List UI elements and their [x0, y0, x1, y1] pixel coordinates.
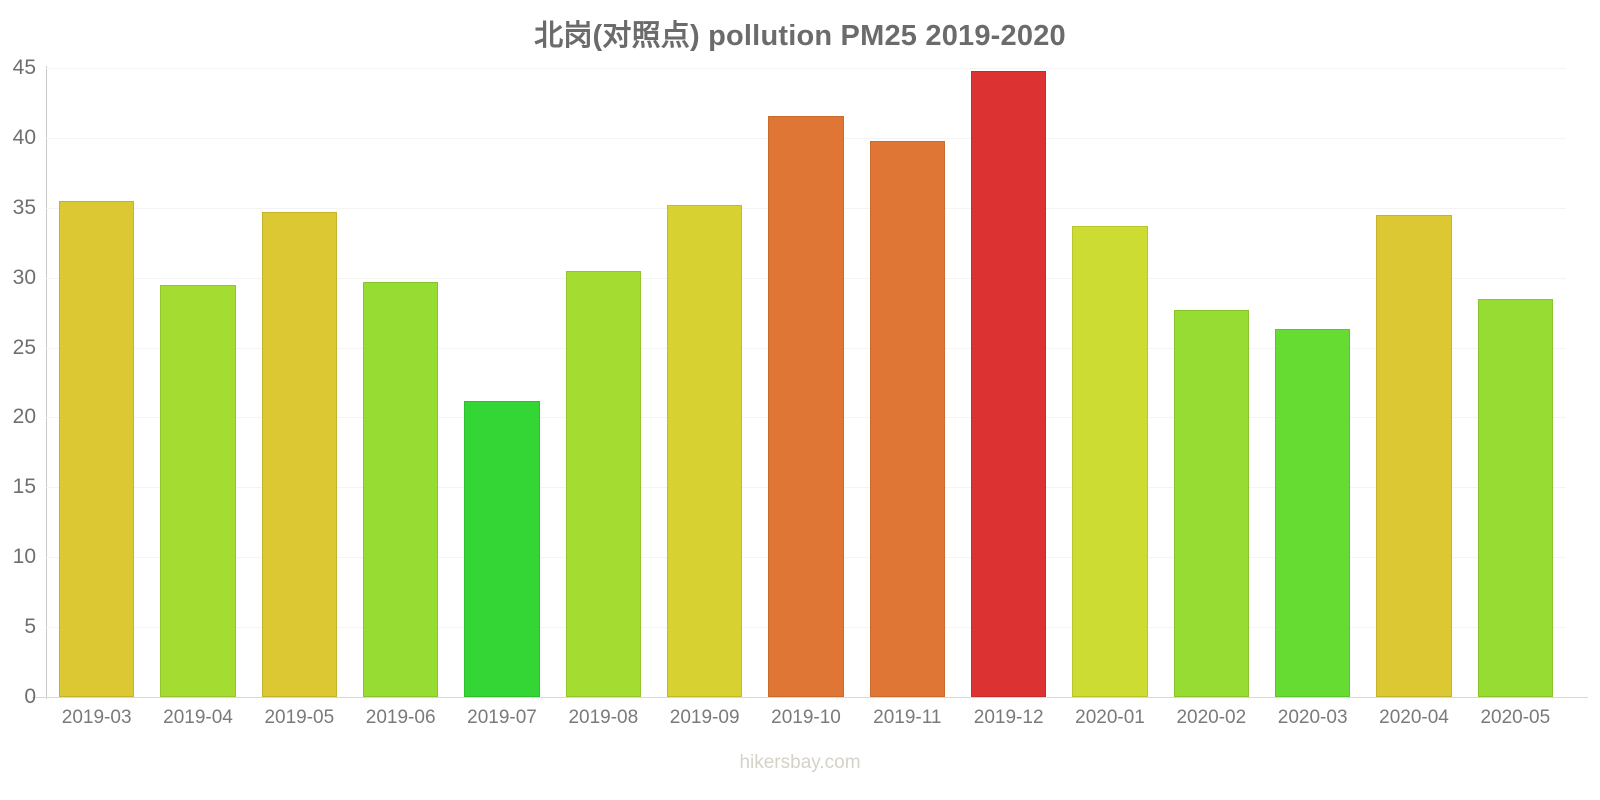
bar-2020-03[interactable] — [1274, 329, 1351, 697]
bar-2019-07[interactable] — [464, 400, 540, 697]
x-axis-tick-label: 2019-05 — [264, 707, 335, 728]
y-axis-tick-label: 25 — [12, 335, 36, 359]
x-axis-tick-label: 2019-06 — [365, 707, 436, 728]
y-axis-tick-label: 30 — [12, 265, 36, 289]
x-axis-tick-label: 2019-11 — [873, 707, 942, 728]
bar-2019-04[interactable] — [160, 284, 236, 697]
bar-2019-05[interactable] — [261, 211, 338, 697]
plot-area — [46, 68, 1566, 697]
bar-2020-04[interactable] — [1376, 214, 1452, 697]
y-axis-tick-label: 5 — [24, 615, 36, 639]
bar-2019-08[interactable] — [565, 270, 642, 697]
y-axis-tick-label: 40 — [12, 125, 36, 149]
y-axis-tick-label: 15 — [12, 475, 36, 499]
x-axis-line — [32, 697, 1588, 698]
bar-series — [46, 68, 1566, 697]
x-axis-tick-label: 2019-08 — [568, 707, 639, 728]
bar-2020-05[interactable] — [1477, 298, 1554, 697]
x-axis-tick-label: 2019-09 — [669, 707, 740, 728]
bar-2019-06[interactable] — [362, 281, 439, 697]
bar-2020-02[interactable] — [1173, 309, 1250, 697]
x-axis-tick-label: 2019-07 — [467, 707, 537, 728]
x-axis-tick-label: 2019-10 — [771, 707, 841, 728]
bar-2019-10[interactable] — [768, 115, 844, 697]
chart-title: 北岗(对照点) pollution PM25 2019-2020 — [534, 20, 1066, 52]
x-axis-tick-label: 2019-04 — [163, 707, 233, 728]
y-axis-tick-label: 20 — [12, 405, 36, 429]
y-axis-tick-label: 35 — [12, 195, 36, 219]
bar-2019-09[interactable] — [666, 204, 743, 697]
x-axis-tick-label: 2020-02 — [1176, 707, 1247, 728]
source-credit: hikersbay.com — [739, 752, 861, 773]
y-axis-tick-label: 45 — [12, 56, 36, 79]
y-axis-line — [46, 66, 47, 699]
x-axis-tick-label: 2019-03 — [61, 707, 132, 728]
bar-2019-11[interactable] — [869, 140, 946, 697]
bar-2019-03[interactable] — [58, 200, 135, 697]
y-axis-tick-label: 10 — [12, 545, 36, 569]
x-axis-tick-label: 2020-04 — [1379, 707, 1449, 728]
bar-2020-01[interactable] — [1072, 225, 1148, 697]
x-axis-tick-labels: 2019-03 2019-04 2019-05 2019-06 2019-07 2019-… — [0, 707, 1600, 741]
x-axis-tick-label: 2019-12 — [973, 707, 1044, 728]
bar-2019-12[interactable] — [970, 70, 1047, 697]
x-axis-tick-label: 2020-03 — [1277, 707, 1348, 728]
x-axis-tick-label: 2020-01 — [1075, 707, 1145, 728]
x-axis-tick-label: 2020-05 — [1480, 707, 1551, 728]
y-axis-tick-label: 0 — [24, 685, 36, 708]
